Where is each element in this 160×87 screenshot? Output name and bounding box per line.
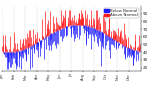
Legend: Below Normal, Above Normal: Below Normal, Above Normal (104, 8, 139, 18)
